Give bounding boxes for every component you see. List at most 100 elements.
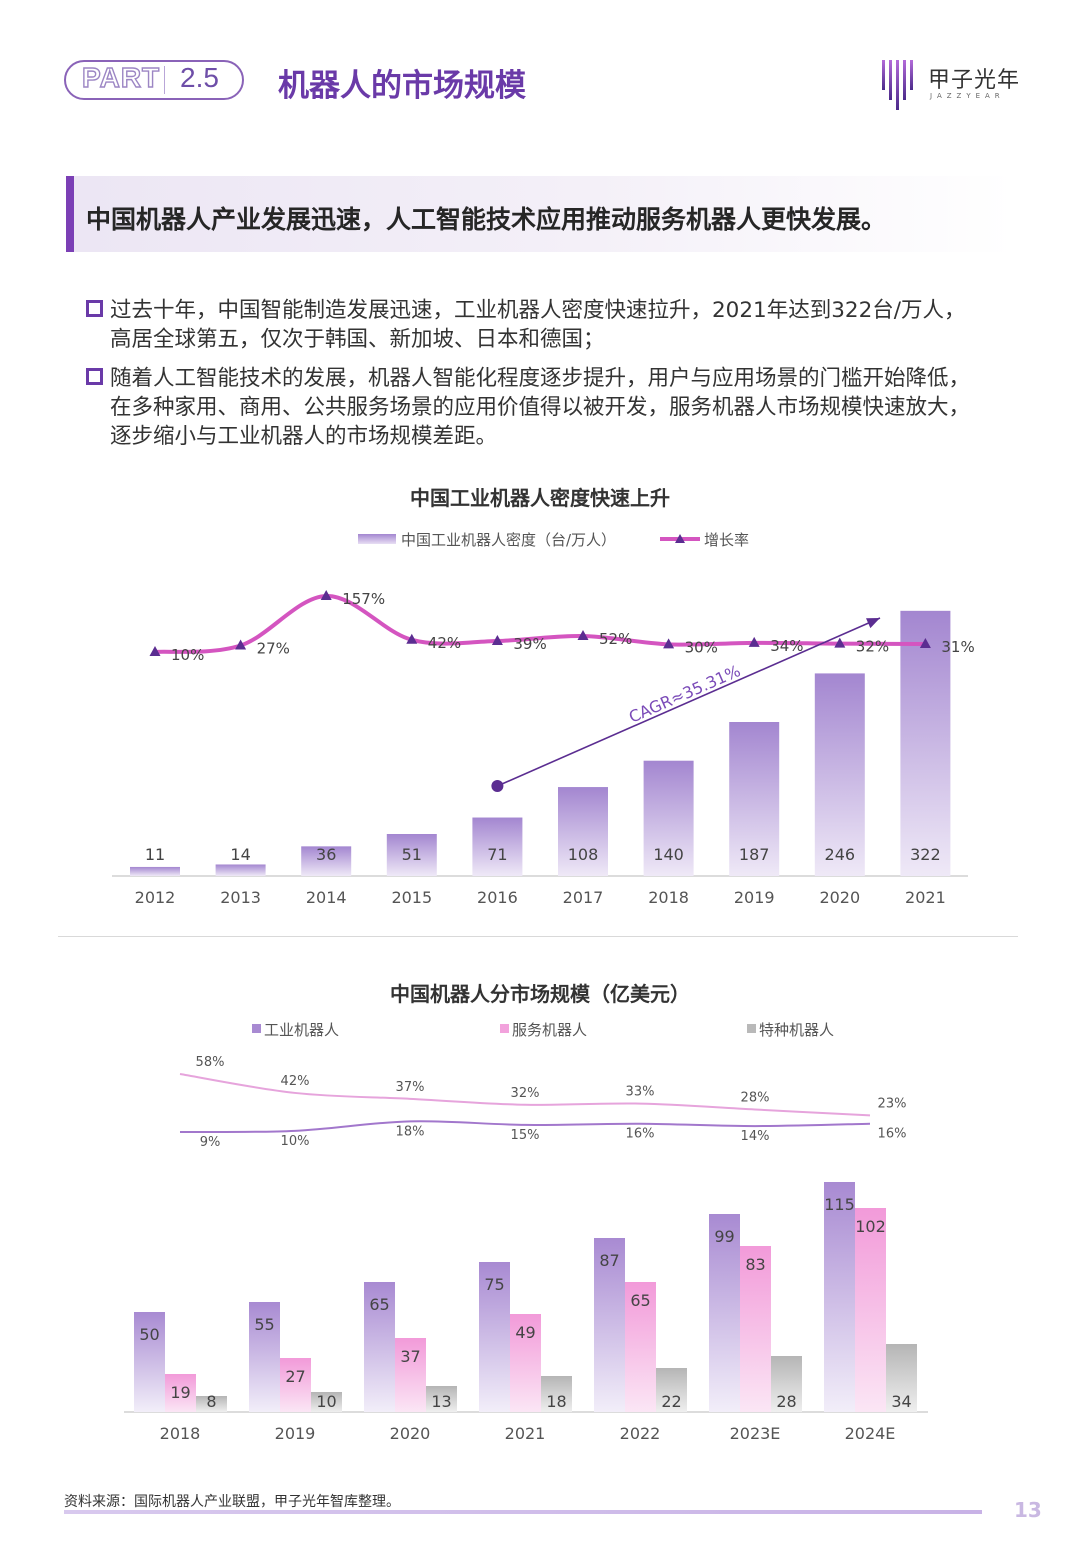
section-divider (58, 936, 1018, 937)
bar-special-2023E (771, 1356, 802, 1412)
data-label-service: 27 (285, 1367, 305, 1386)
data-label-growth: 18% (396, 1124, 425, 1139)
cagr-start-dot (491, 780, 504, 792)
bar-density-2017 (558, 787, 608, 876)
footer-rule (64, 1510, 982, 1514)
growth-marker (491, 634, 503, 645)
jazzyear-logo-icon (882, 60, 913, 110)
x-tick-label: 2018 (160, 1424, 201, 1443)
bar-density-2020 (814, 673, 865, 876)
data-label-growth: 34% (770, 637, 803, 655)
x-tick-label: 2014 (306, 888, 347, 907)
data-label-density: 51 (402, 845, 422, 864)
data-label-density: 322 (910, 845, 941, 864)
robot-density-chart: 中国工业机器人密度（台/万人） 增长率 11 2012 14 2013 36 2014 51 20… (112, 531, 975, 907)
data-label-density: 71 (487, 845, 507, 864)
data-label-special: 18 (546, 1392, 566, 1411)
legend-swatch-service (500, 1024, 509, 1033)
bar-density-2015 (386, 834, 437, 876)
data-label-service: 19 (170, 1383, 190, 1402)
cagr-arrow-line (497, 617, 881, 787)
x-tick-label: 2019 (734, 888, 775, 907)
data-label-growth: 28% (741, 1091, 770, 1106)
growth-marker (663, 638, 675, 649)
bar-service-2019 (280, 1358, 311, 1412)
data-label-service: 102 (855, 1217, 886, 1236)
legend-marker-growth (675, 534, 685, 543)
data-label-special: 28 (776, 1392, 796, 1411)
data-label-growth: 10% (281, 1134, 310, 1149)
data-label-growth: 58% (196, 1055, 225, 1070)
bar-density-2019 (729, 722, 780, 876)
data-label-density: 187 (739, 845, 770, 864)
headline-accent-bar (66, 176, 74, 252)
logo-english: JAZZYEAR (930, 92, 1005, 100)
growth-marker (235, 639, 247, 650)
cagr-arrowhead (866, 618, 880, 629)
data-label-special: 13 (431, 1392, 451, 1411)
growth-marker (748, 636, 760, 647)
legend-label-growth: 增长率 (704, 531, 749, 549)
x-tick-label: 2018 (648, 888, 689, 907)
bar-density-2021 (900, 610, 951, 876)
growth-marker (834, 637, 846, 648)
bar-service-2018 (165, 1374, 196, 1412)
data-label-growth: 14% (741, 1129, 770, 1144)
headline: 中国机器人产业发展迅速，人工智能技术应用推动服务机器人更快发展。 (86, 205, 887, 234)
page-number: 13 (1014, 1498, 1042, 1522)
growth-line-upper (179, 1073, 871, 1117)
x-tick-label: 2023E (730, 1424, 781, 1443)
bullet-line: 随着人工智能技术的发展，机器人智能化程度逐步提升，用户与应用场景的门槛开始降低， (110, 366, 971, 391)
headline-banner (74, 176, 1014, 252)
data-label-special: 34 (891, 1392, 911, 1411)
growth-marker (919, 638, 931, 648)
data-label-density: 11 (145, 845, 165, 864)
x-tick-label: 2022 (620, 1424, 661, 1443)
data-label-service: 65 (630, 1291, 650, 1310)
square-bullet-icon (86, 300, 103, 317)
legend-label-industrial: 工业机器人 (264, 1021, 339, 1039)
page-title: 机器人的市场规模 (278, 68, 526, 104)
bar-service-2024E (855, 1208, 886, 1412)
bar-density-2016 (472, 817, 523, 876)
bullet-line: 高居全球第五，仅次于韩国、新加坡、日本和德国； (110, 327, 605, 352)
bar-density-2018 (643, 760, 694, 876)
growth-rate-line (154, 593, 926, 654)
data-label-growth: 52% (599, 630, 632, 648)
x-tick-label: 2020 (819, 888, 860, 907)
data-label-growth: 15% (511, 1128, 540, 1143)
data-label-special: 22 (661, 1392, 681, 1411)
bar-industrial-2024E (824, 1182, 855, 1412)
bar-special-2022 (656, 1368, 687, 1412)
data-label-density: 140 (653, 845, 684, 864)
x-tick-label: 2021 (905, 888, 946, 907)
bar-industrial-2018 (134, 1312, 165, 1412)
data-label-special: 8 (206, 1392, 216, 1411)
chart-title: 中国机器人分市场规模（亿美元） (390, 982, 690, 1006)
bar-density-2013 (215, 864, 266, 876)
bar-special-2021 (541, 1376, 572, 1412)
growth-line-lower (179, 1120, 871, 1134)
growth-marker (406, 633, 418, 644)
square-bullet-icon (86, 368, 103, 385)
bar-industrial-2021 (479, 1262, 510, 1412)
data-label-growth: 32% (511, 1086, 540, 1101)
data-label-growth: 16% (878, 1127, 907, 1142)
x-tick-label: 2013 (220, 888, 261, 907)
data-label-service: 83 (745, 1255, 765, 1274)
data-label-industrial: 87 (599, 1251, 619, 1270)
logo-name: 甲子光年 (928, 68, 1021, 93)
data-label-density: 108 (568, 845, 599, 864)
data-label-growth: 16% (626, 1127, 655, 1142)
data-label-growth: 37% (396, 1080, 425, 1095)
bar-special-2020 (426, 1386, 457, 1412)
part-badge (64, 60, 244, 100)
x-tick-label: 2017 (563, 888, 604, 907)
bullet-line: 过去十年，中国智能制造发展迅速，工业机器人密度快速拉升，2021年达到322台/… (110, 298, 966, 323)
bar-industrial-2023E (709, 1214, 740, 1412)
chart-title: 中国工业机器人密度快速上升 (410, 486, 670, 510)
data-label-growth: 42% (428, 634, 461, 652)
x-tick-label: 2019 (275, 1424, 316, 1443)
data-label-special: 10 (316, 1392, 336, 1411)
x-tick-label: 2024E (845, 1424, 896, 1443)
